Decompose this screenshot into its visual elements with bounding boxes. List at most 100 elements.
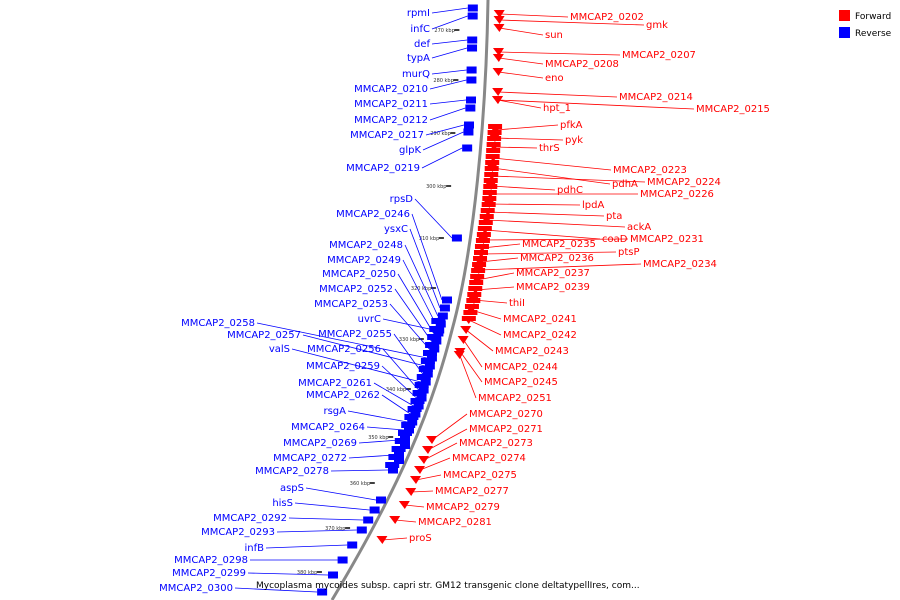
forward-gene-label: MMCAP2_0223 [613, 165, 687, 176]
reverse-leader-line [411, 213, 443, 301]
forward-gene [488, 124, 503, 129]
forward-gene-label: sun [545, 30, 563, 41]
reverse-leader-line [305, 487, 377, 501]
forward-gene-label: MMCAP2_0244 [484, 362, 558, 373]
reverse-leader-line [366, 426, 405, 431]
reverse-gene-label: MMCAP2_0292 [213, 513, 287, 524]
forward-gene-label: coaD [602, 234, 628, 245]
forward-gene-label: MMCAP2_0207 [622, 50, 696, 61]
forward-gene-label: gmk [646, 20, 668, 31]
reverse-gene-label: MMCAP2_0298 [174, 555, 248, 566]
reverse-leader-line [373, 382, 414, 407]
reverse-leader-line [393, 333, 424, 375]
forward-leader-line [493, 157, 612, 171]
tick-label: 380 kbp [297, 570, 317, 576]
forward-leader-line [498, 57, 544, 65]
forward-leader-line [404, 504, 425, 508]
forward-gene [481, 202, 496, 207]
forward-gene [422, 446, 433, 454]
forward-gene [485, 154, 500, 159]
forward-leader-line [395, 519, 417, 523]
reverse-leader-line [431, 15, 468, 30]
forward-gene [493, 24, 505, 32]
reverse-gene [418, 366, 433, 372]
reverse-leader-line [291, 348, 421, 383]
forward-leader-line [478, 263, 642, 271]
reverse-gene-label: infB [245, 543, 265, 554]
forward-leader-line [480, 257, 519, 263]
forward-gene [418, 456, 429, 464]
reverse-gene-label: MMCAP2_0257 [227, 330, 301, 341]
forward-gene-label: thiI [509, 298, 525, 309]
forward-leader-line [497, 99, 695, 110]
reverse-gene [429, 345, 440, 353]
forward-gene [472, 262, 487, 267]
forward-leader-line [460, 351, 483, 383]
reverse-gene [431, 318, 446, 324]
reverse-leader-line [404, 244, 439, 317]
reverse-leader-line [348, 454, 395, 459]
forward-gene [476, 232, 491, 237]
genome-backbone [330, 0, 490, 600]
reverse-leader-line [431, 39, 468, 45]
reverse-gene [420, 358, 435, 364]
reverse-gene-label: hisS [272, 498, 293, 509]
forward-gene-label: MMCAP2_0274 [452, 453, 526, 464]
forward-gene-label: eno [545, 73, 564, 84]
reverse-gene-label: rpsD [390, 194, 414, 205]
reverse-gene-label: MMCAP2_0211 [354, 99, 428, 110]
forward-gene [480, 208, 495, 213]
reverse-gene-label: def [414, 39, 431, 50]
reverse-gene [391, 446, 406, 452]
reverse-leader-line [394, 288, 432, 342]
reverse-gene-label: MMCAP2_0255 [318, 329, 392, 340]
forward-leader-line [427, 428, 468, 451]
forward-gene-label: MMCAP2_0251 [478, 393, 552, 404]
reverse-leader-line [422, 131, 464, 151]
legend-reverse-swatch [839, 27, 850, 38]
forward-leader-line [491, 175, 646, 183]
tick-label: 280 kbp [433, 78, 453, 84]
reverse-leader-line [358, 439, 401, 444]
reverse-gene-label: MMCAP2_0293 [201, 527, 275, 538]
reverse-gene-label: uvrC [358, 314, 381, 325]
forward-gene [466, 298, 481, 303]
tick-label: 350 kbp [368, 435, 388, 441]
forward-gene [483, 178, 498, 183]
forward-gene [493, 10, 505, 18]
forward-gene-label: MMCAP2_0235 [522, 239, 596, 250]
forward-gene [479, 214, 494, 219]
reverse-gene-label: MMCAP2_0248 [329, 240, 403, 251]
forward-gene-label: MMCAP2_0224 [647, 177, 721, 188]
reverse-gene-label: MMCAP2_0262 [306, 390, 380, 401]
forward-gene [457, 336, 469, 344]
forward-gene-label: MMCAP2_0281 [418, 517, 492, 528]
forward-gene-label: MMCAP2_0273 [459, 438, 533, 449]
tick-label: 290 kbp [430, 131, 450, 137]
reverse-gene-label: MMCAP2_0256 [307, 344, 381, 355]
reverse-leader-line [381, 365, 417, 399]
reverse-gene-label: ysxC [384, 224, 408, 235]
reverse-gene-label: MMCAP2_0272 [273, 453, 347, 464]
forward-gene [405, 488, 417, 496]
tick-label: 300 kbp [426, 184, 446, 190]
forward-leader-line [463, 339, 483, 368]
forward-gene-label: MMCAP2_0239 [516, 282, 590, 293]
leader-lines [234, 7, 695, 593]
reverse-gene [398, 430, 412, 436]
forward-gene-label: hpt_1 [543, 103, 571, 114]
forward-leader-line [382, 537, 408, 541]
reverse-gene [388, 454, 403, 460]
forward-gene-label: MMCAP2_0234 [643, 259, 717, 270]
reverse-leader-line [425, 124, 465, 136]
forward-gene [492, 96, 503, 104]
forward-gene [492, 68, 504, 76]
forward-gene [486, 142, 501, 147]
forward-gene-label: ptsP [618, 247, 640, 258]
legend-reverse-label: Reverse [855, 29, 892, 39]
reverse-gene [462, 144, 473, 152]
reverse-gene [401, 422, 416, 428]
forward-leader-line [498, 71, 544, 79]
tick-label: 370 kbp [325, 526, 345, 532]
forward-gene [486, 148, 501, 153]
